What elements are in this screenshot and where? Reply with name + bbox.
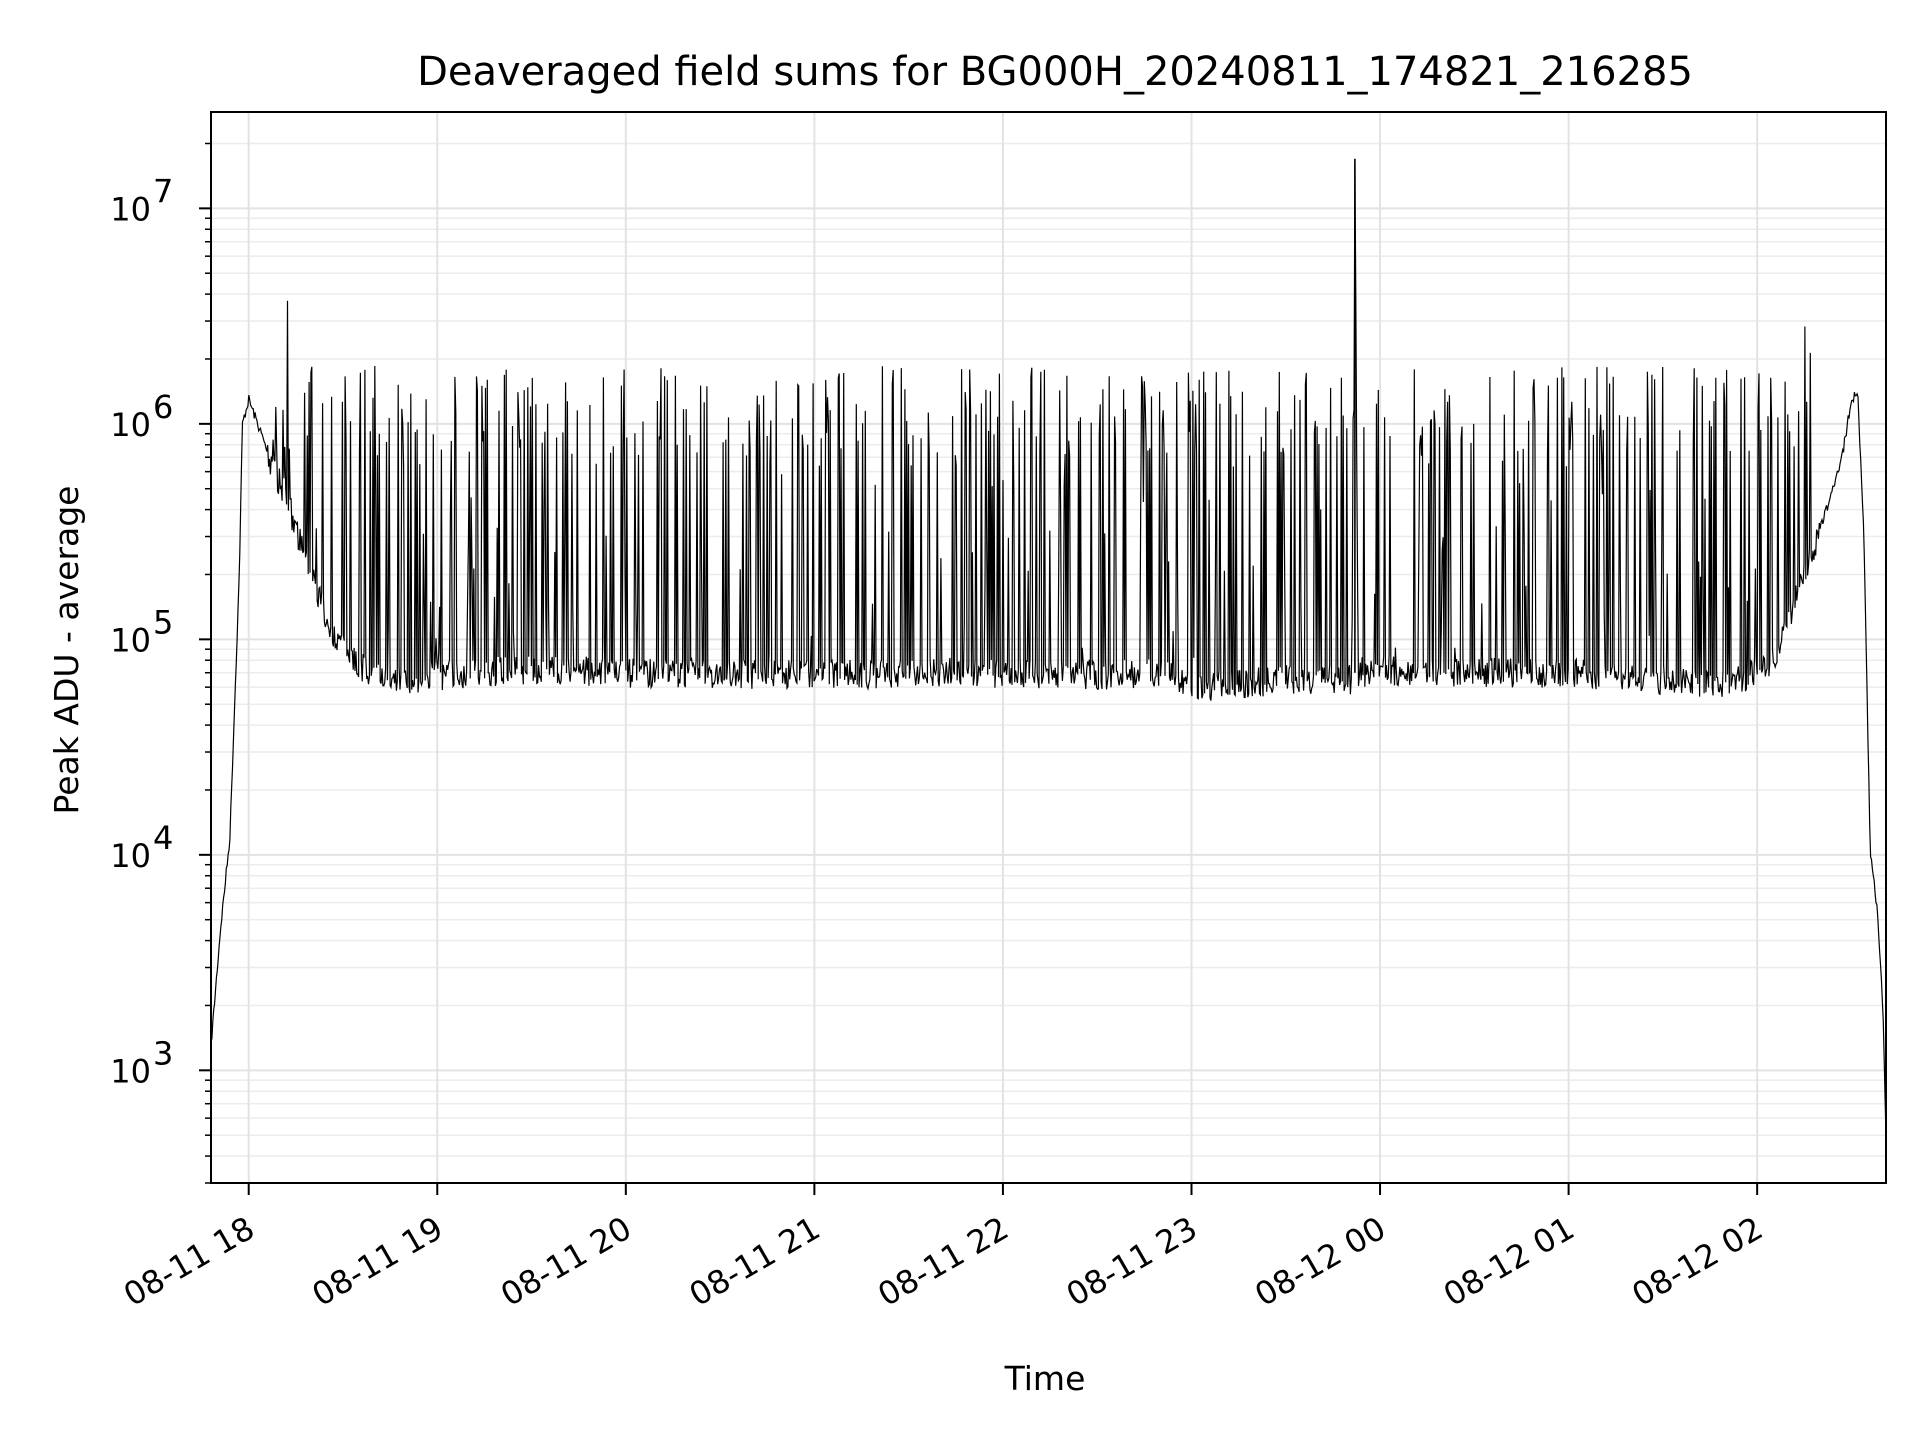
y-tick-exponent: 4 (153, 819, 173, 857)
x-tick-label: 08-12 01 (1437, 1209, 1581, 1314)
y-tick-exponent: 5 (153, 603, 173, 641)
x-tick-label: 08-11 20 (494, 1209, 638, 1314)
y-tick-label: 10 (110, 621, 151, 659)
y-tick-label: 10 (110, 1052, 151, 1090)
x-tick-label: 08-11 21 (683, 1209, 827, 1314)
x-tick-label: 08-11 19 (306, 1209, 450, 1314)
y-tick-exponent: 7 (153, 172, 173, 210)
data-series (210, 158, 1887, 1132)
series-line (210, 165, 1887, 1132)
x-tick-label: 08-11 22 (871, 1209, 1015, 1314)
y-tick-label: 10 (110, 837, 151, 875)
y-tick-label: 10 (110, 190, 151, 228)
plot-frame (210, 111, 1887, 1184)
y-tick-exponent: 6 (153, 388, 173, 426)
y-tick-label: 10 (110, 406, 151, 444)
grid (211, 112, 1886, 1184)
x-tick-label: 08-11 23 (1060, 1209, 1204, 1314)
x-tick-label: 08-12 02 (1626, 1209, 1770, 1314)
x-axis: 08-11 18 08-11 19 08-11 20 08-11 21 08-11 22… (117, 1183, 1769, 1314)
x-tick-label: 08-11 18 (117, 1209, 261, 1314)
y-axis-label: Peak ADU - average (47, 486, 86, 815)
x-tick-label: 08-12 00 (1248, 1209, 1392, 1314)
y-tick-exponent: 3 (153, 1034, 173, 1072)
chart-title: Deaveraged field sums for BG000H_2024081… (417, 49, 1693, 95)
x-axis-label: Time (1004, 1359, 1086, 1398)
